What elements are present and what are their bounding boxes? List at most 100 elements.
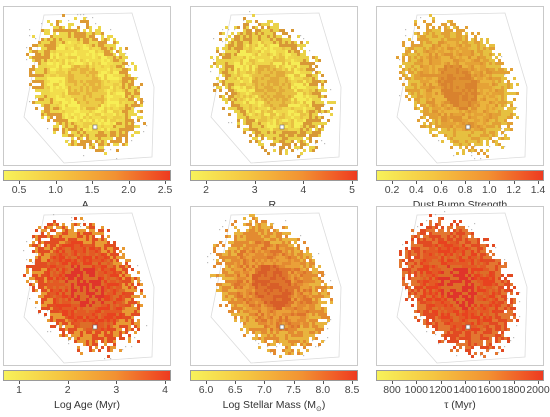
colorbar-tick: [513, 381, 515, 384]
colorbar-tick-label: 0.4: [409, 184, 424, 196]
colorbar-tick: [165, 181, 166, 184]
colorbar-age: [3, 370, 171, 381]
colorbar-ticks-av: [3, 181, 171, 185]
colorbar-tick: [416, 381, 418, 384]
dust-map-age: [3, 206, 171, 366]
colorbar-tick: [440, 181, 442, 184]
colorbar-mass: [190, 370, 358, 381]
survey-footprint: [396, 12, 528, 164]
galaxy-pixel-map: [396, 12, 528, 164]
colorbar-tick-label: 7.0: [257, 384, 272, 396]
colorbar-tick-label: 8.0: [315, 384, 331, 396]
panel-tau: τ (Myr) 800 1000 1200 1400 1600 1800 2000: [376, 206, 550, 411]
colorbar-bump: [376, 170, 544, 181]
marker-square: [279, 124, 285, 130]
colorbar-tick: [55, 181, 57, 184]
colorbar-tick-label: 1.4: [530, 184, 546, 196]
colorbar-tick-label: 2: [203, 184, 209, 196]
colorbar-tick-label: 1200: [428, 384, 453, 396]
dust-map-tau: [376, 206, 544, 366]
colorbar-tick: [538, 381, 539, 384]
colorbar-tick: [264, 381, 266, 384]
colorbar-tick-label: 3: [113, 384, 120, 396]
colorbar-tick-label: 0.5: [11, 184, 27, 196]
colorbar-tick: [19, 181, 20, 184]
colorbar-tick-label: 2.0: [121, 184, 136, 196]
colorbar-tick-label: 1.2: [506, 184, 521, 196]
galaxy-pixel-map: [23, 12, 155, 164]
colorbar-rv: [190, 170, 358, 181]
colorbar-tick: [513, 181, 515, 184]
dust-map-av: [3, 6, 171, 166]
colorbar-tick-label: 7.5: [286, 384, 301, 396]
colorbar-tick: [206, 181, 207, 184]
colorbar-title-age: Log Age (Myr): [54, 399, 120, 411]
marker-square: [465, 324, 471, 330]
marker-square: [92, 324, 98, 330]
colorbar-tick-label: 4: [300, 184, 307, 196]
galaxy-pixel-map: [210, 11, 342, 164]
colorbar-ticks-tau: [376, 381, 544, 385]
colorbar-tick-label: 1600: [477, 384, 502, 396]
colorbar-tick-label: 0.2: [384, 184, 400, 196]
panel-age: Log Age (Myr) 1 2 3 4: [3, 206, 171, 411]
colorbar-tick-label: 1400: [453, 384, 477, 396]
colorbar-tick: [392, 181, 393, 184]
colorbar-tick: [416, 181, 418, 184]
colorbar-tick-label: 1.0: [482, 184, 497, 196]
colorbar-tick-label: 1800: [501, 384, 526, 396]
colorbar-tick: [322, 381, 324, 384]
colorbar-tick-label: 1000: [404, 384, 429, 396]
colorbar-tick: [489, 181, 491, 184]
colorbar-tick-label: 2000: [526, 384, 550, 396]
colorbar-tick: [19, 381, 20, 384]
colorbar-tick-label: 0.8: [457, 184, 473, 196]
colorbar-ticks-rv: [190, 181, 358, 185]
colorbar-tick: [352, 381, 353, 384]
survey-footprint: [210, 212, 342, 364]
dust-map-rv: [190, 6, 358, 166]
survey-footprint: [396, 212, 528, 364]
dust-map-mass: [190, 206, 358, 366]
colorbar-tick-label: 800: [383, 384, 401, 396]
colorbar-tick: [92, 181, 93, 184]
panel-bump: Dust Bump Strength 0.2 0.4 0.6 0.8 1.0 1.2 1.4: [376, 6, 546, 211]
colorbar-tick: [235, 381, 237, 384]
colorbar-tick-label: 0.6: [433, 184, 448, 196]
colorbar-ticks-bump: [376, 181, 544, 185]
colorbar-tick: [392, 381, 393, 384]
galaxy-pixel-map: [207, 212, 342, 364]
colorbar-ticks-age: [3, 381, 171, 385]
colorbar-tick: [489, 381, 491, 384]
colorbar-tick-label: 6.0: [198, 384, 214, 396]
survey-footprint: [23, 212, 155, 364]
survey-footprint: [23, 12, 155, 164]
colorbar-tick: [128, 181, 130, 184]
colorbar-tick: [352, 181, 353, 184]
colorbar-tick: [293, 381, 295, 384]
marker-square: [465, 124, 471, 130]
colorbar-tick: [165, 381, 166, 384]
colorbar-title-tau: τ (Myr): [444, 399, 476, 411]
colorbar-tick-label: 6.5: [227, 384, 243, 396]
colorbar-tick: [465, 381, 466, 384]
colorbar-av: [3, 170, 171, 181]
colorbar-tick-label: 1.5: [84, 184, 100, 196]
colorbar-tau: [376, 370, 544, 381]
panel-av: Av 0.51.01.52.02.5: [3, 6, 173, 213]
colorbar-tick-label: 2.5: [157, 184, 173, 196]
dust-map-bump: [376, 6, 544, 166]
colorbar-tick: [254, 181, 256, 184]
marker-square: [279, 324, 285, 330]
colorbar-tick-label: 3: [251, 184, 258, 196]
marker-square: [92, 124, 98, 130]
colorbar-tick: [303, 181, 305, 184]
galaxy-pixel-map: [23, 212, 155, 364]
colorbar-tick-label: 5: [349, 184, 355, 196]
colorbar-tick: [206, 381, 207, 384]
colorbar-tick: [440, 381, 442, 384]
colorbar-title-mass: Log Stellar Mass (M⊙): [222, 399, 326, 414]
colorbar-tick: [538, 181, 539, 184]
colorbar-tick: [116, 381, 118, 384]
colorbar-tick-label: 2: [64, 384, 71, 396]
